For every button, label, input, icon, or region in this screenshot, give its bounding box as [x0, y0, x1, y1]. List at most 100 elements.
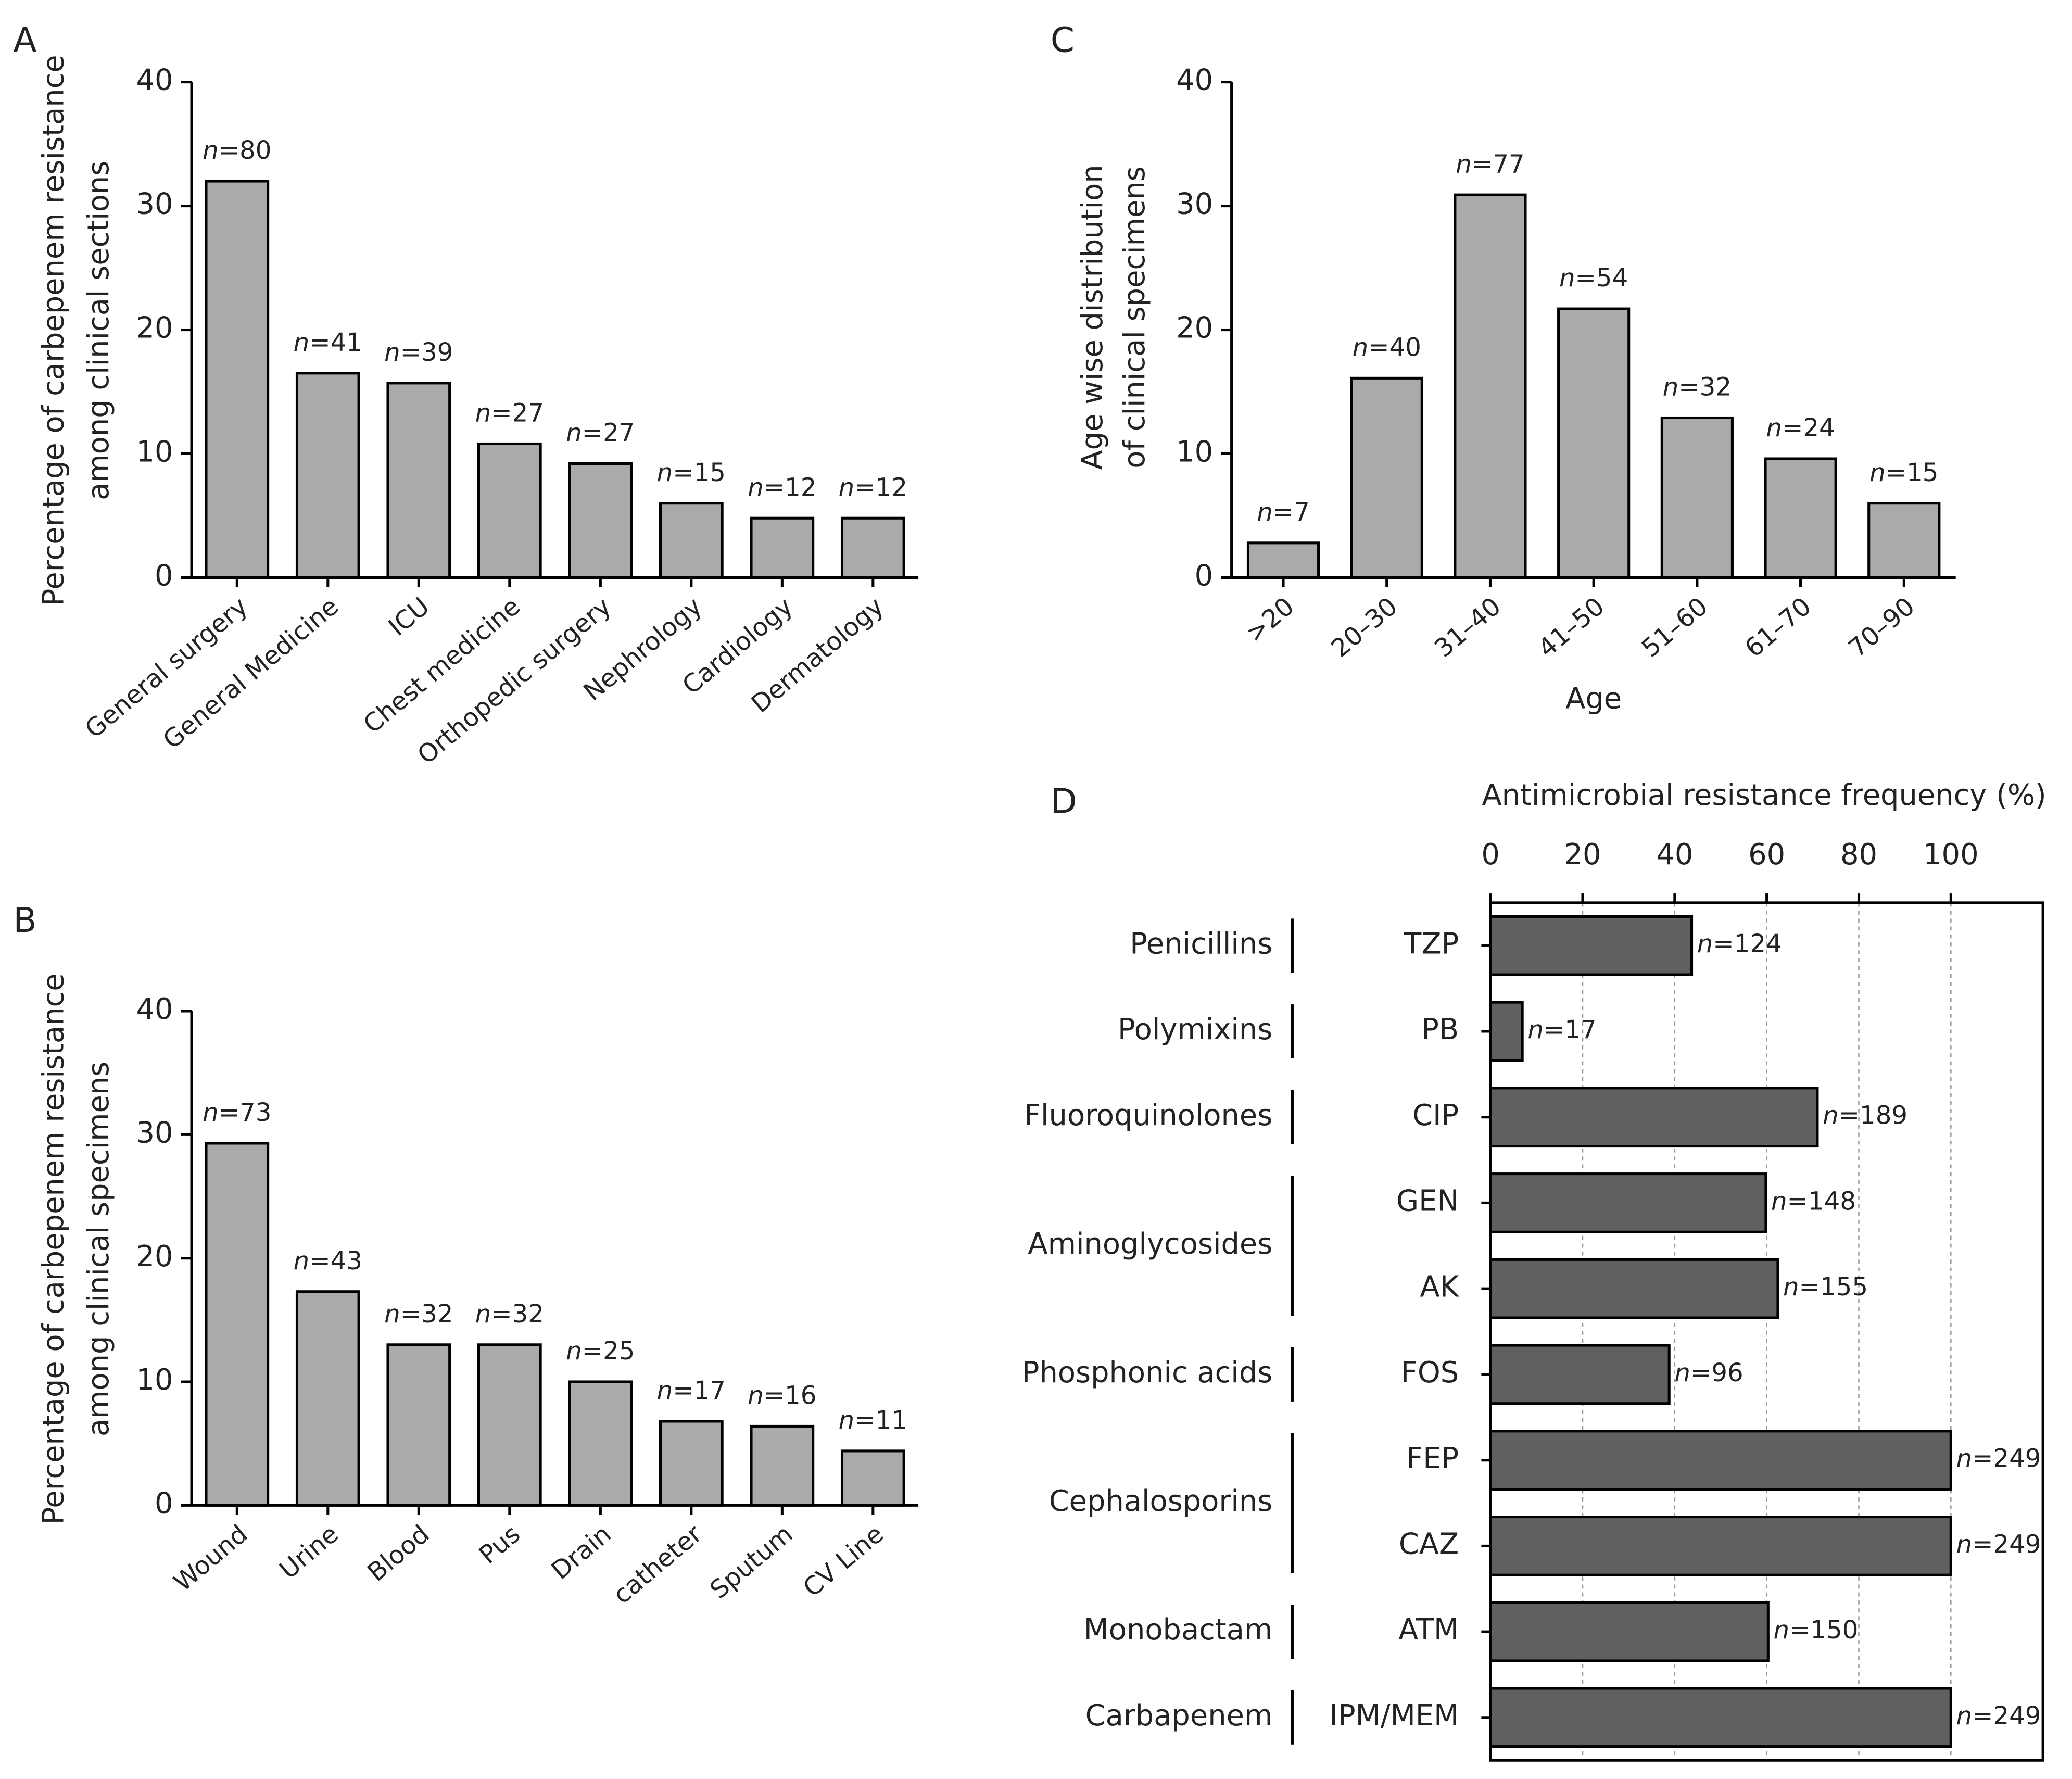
- group-label: Phosphonic acids: [1022, 1356, 1273, 1390]
- bar-label: n=12: [839, 473, 907, 502]
- x-tick-label: 51–60: [1636, 591, 1713, 663]
- y-tick-label: ATM: [1398, 1613, 1459, 1647]
- bar-label: n=80: [203, 136, 271, 165]
- y-tick-label: 20: [136, 311, 173, 345]
- x-tick-label: 70–90: [1843, 591, 1920, 663]
- group-label: Carbapenem: [1085, 1699, 1273, 1733]
- y-axis-label: of clinical specimens: [1118, 166, 1152, 469]
- panel-label: A: [13, 20, 36, 60]
- x-axis-label: Age: [1565, 682, 1622, 716]
- bar-label: n=124: [1697, 929, 1782, 958]
- bar-label: n=25: [566, 1336, 635, 1366]
- bar-label: n=41: [294, 328, 362, 357]
- x-tick-label: Urine: [274, 1519, 344, 1585]
- y-axis-label: among clinical sections: [82, 161, 116, 500]
- bar-label: n=39: [384, 338, 453, 367]
- x-tick-label: Wound: [168, 1519, 253, 1597]
- bar: [477, 1343, 542, 1507]
- y-tick-label: 10: [136, 1363, 173, 1397]
- bar: [1489, 1430, 1952, 1491]
- bar-label: n=43: [294, 1246, 362, 1276]
- bar-label: n=32: [475, 1299, 544, 1329]
- x-tick-label: Blood: [362, 1519, 435, 1587]
- bar-label: n=77: [1456, 149, 1524, 179]
- bar: [840, 516, 905, 579]
- bar: [1489, 1001, 1524, 1062]
- bar-label: n=54: [1559, 263, 1628, 293]
- y-tick-label: 20: [136, 1240, 173, 1273]
- bar-label: n=40: [1353, 333, 1421, 362]
- x-tick-label: 0: [1481, 838, 1500, 872]
- y-tick-label: GEN: [1396, 1184, 1459, 1218]
- x-tick-label: Drain: [546, 1519, 617, 1585]
- bar-label: n=7: [1257, 498, 1310, 527]
- bar-label: n=96: [1674, 1358, 1743, 1387]
- y-tick-label: 10: [136, 435, 173, 469]
- x-tick-label: 61–70: [1739, 591, 1816, 663]
- y-tick-label: FOS: [1401, 1356, 1459, 1390]
- x-tick-label: ICU: [383, 591, 435, 641]
- bar-label: n=249: [1956, 1444, 2041, 1473]
- bar-label: n=73: [203, 1098, 271, 1127]
- bar: [659, 1420, 724, 1507]
- bar: [1489, 915, 1694, 976]
- bar: [568, 462, 633, 579]
- bar: [568, 1380, 633, 1507]
- bar: [1867, 502, 1941, 579]
- bar: [1489, 1087, 1819, 1148]
- x-tick-label: General Medicine: [158, 591, 344, 754]
- y-tick-label: CIP: [1412, 1099, 1459, 1132]
- y-tick-label: CAZ: [1399, 1528, 1459, 1561]
- bar: [840, 1449, 905, 1507]
- bar-label: n=15: [1869, 458, 1938, 487]
- y-tick-label: 30: [1176, 187, 1213, 221]
- bar-label: n=15: [657, 458, 726, 487]
- bar: [295, 372, 360, 579]
- bar-label: n=27: [475, 399, 544, 428]
- y-tick-label: 0: [1195, 559, 1214, 593]
- bar-label: n=11: [839, 1406, 907, 1435]
- bar: [1489, 1687, 1952, 1748]
- bar: [750, 1424, 815, 1507]
- bar-label: n=32: [384, 1299, 453, 1329]
- y-tick-label: PB: [1421, 1013, 1459, 1046]
- x-tick-label: 20–30: [1326, 591, 1403, 663]
- group-label: Polymixins: [1118, 1013, 1272, 1046]
- bar: [1557, 307, 1631, 579]
- group-label: Aminoglycosides: [1028, 1227, 1272, 1261]
- bar-label: n=24: [1766, 413, 1835, 443]
- bar-label: n=189: [1823, 1101, 1907, 1130]
- x-axis-label: Antimicrobial resistance frequency (%): [1482, 778, 2046, 812]
- y-tick-label: 30: [136, 187, 173, 221]
- x-tick-label: 100: [1923, 838, 1979, 872]
- y-tick-label: 40: [136, 64, 173, 97]
- bar-label: n=150: [1773, 1616, 1858, 1645]
- x-tick-label: catheter: [608, 1519, 707, 1610]
- bar: [659, 502, 724, 579]
- x-tick-label: 20: [1564, 838, 1601, 872]
- bar-label: n=32: [1663, 373, 1732, 402]
- bar-label: n=27: [566, 419, 635, 448]
- y-axis-label: among clinical specimens: [82, 1062, 116, 1436]
- y-tick-label: AK: [1420, 1270, 1459, 1304]
- y-tick-label: IPM/MEM: [1330, 1699, 1459, 1733]
- panel-label: B: [13, 900, 36, 940]
- y-tick-label: 40: [1176, 64, 1213, 97]
- x-tick-label: 31–40: [1429, 591, 1506, 663]
- y-tick-label: 40: [136, 992, 173, 1026]
- y-tick-label: FEP: [1406, 1442, 1459, 1475]
- bar: [1350, 376, 1423, 579]
- bar: [750, 516, 815, 579]
- x-tick-label: 60: [1748, 838, 1785, 872]
- group-label: Monobactam: [1084, 1613, 1273, 1647]
- bar-label: n=17: [1527, 1015, 1596, 1044]
- bar-label: n=249: [1956, 1701, 2041, 1731]
- y-tick-label: 30: [136, 1116, 173, 1150]
- x-tick-label: Chest medicine: [358, 591, 526, 739]
- group-label: Fluoroquinolones: [1024, 1099, 1272, 1132]
- bar: [1489, 1172, 1767, 1233]
- x-tick-label: 40: [1656, 838, 1693, 872]
- panel-label: D: [1051, 781, 1077, 822]
- panel-label: C: [1051, 20, 1075, 60]
